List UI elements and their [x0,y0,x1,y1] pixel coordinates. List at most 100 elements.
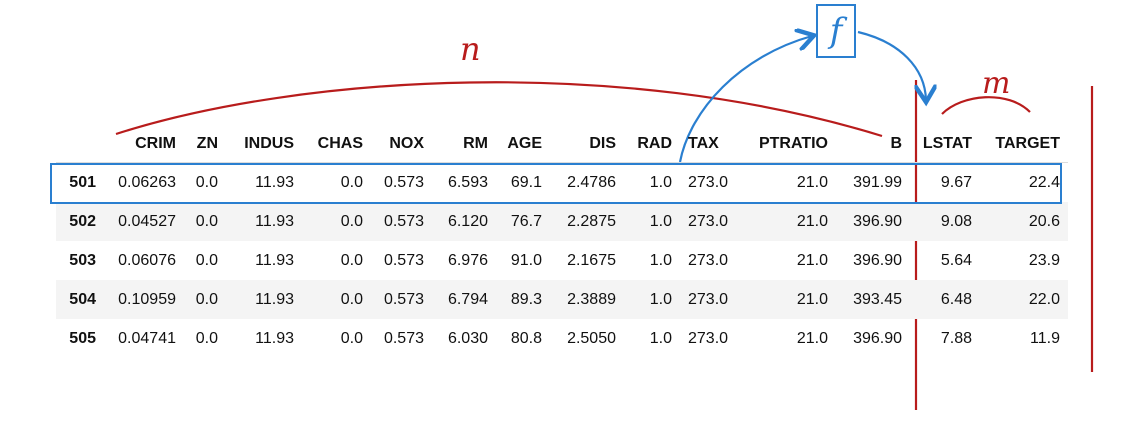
table-row: 505 0.04741 0.0 11.93 0.0 0.573 6.030 80.8 2.505… [56,319,1068,358]
table-cell: 11.9 [1030,329,1060,347]
column-header: NOX [389,135,424,152]
row-index: 504 [69,290,96,308]
f-function-box: f [816,4,856,58]
column-header: INDUS [244,135,294,152]
column-header: CRIM [135,135,176,152]
column-header: DIS [589,135,616,152]
table-cell: 5.64 [940,251,972,269]
table-cell: 2.5050 [567,329,616,347]
table-cell: 0.0 [340,251,363,269]
table-cell: 11.93 [255,251,294,269]
table-cell: 0.06263 [118,173,176,191]
table-cell: 0.0 [195,212,218,230]
table-cell: 0.0 [195,251,218,269]
table-cell: 1.0 [649,290,672,308]
table-cell: 6.030 [447,329,488,347]
table-cell: 76.7 [510,212,542,230]
column-header: TAX [688,135,719,152]
table-cell: 91.0 [510,251,542,269]
table-cell: 273.0 [688,212,729,230]
column-header: RM [463,135,488,152]
table-cell: 9.08 [940,212,972,230]
output-arrow [857,30,926,100]
table-header-row: CRIM ZN INDUS CHAS NOX RM AGE DIS RAD TAX PTRATIO B… [56,126,1068,163]
table-cell: 20.6 [1028,212,1060,230]
table-cell: 396.90 [853,329,902,347]
table-cell: 22.0 [1028,290,1060,308]
table-cell: 0.0 [340,212,363,230]
table-cell: 21.0 [796,290,828,308]
table-cell: 6.48 [940,290,972,308]
table-cell: 1.0 [649,251,672,269]
row-index: 505 [69,329,96,347]
table-cell: 0.10959 [118,290,176,308]
column-header: ZN [196,135,218,152]
column-header: B [890,135,902,152]
column-header: CHAS [317,135,363,152]
table-cell: 391.99 [853,173,902,191]
column-header: LSTAT [922,135,972,152]
table-cell: 273.0 [688,290,729,308]
table-cell: 0.573 [383,212,424,230]
table-cell: 7.88 [940,329,972,347]
row-index: 501 [69,173,96,191]
table-cell: 11.93 [255,212,294,230]
table-cell: 0.573 [383,329,424,347]
table-cell: 2.2875 [567,212,616,230]
table-cell: 6.976 [447,251,488,269]
table-cell: 6.120 [447,212,488,230]
column-header: AGE [507,135,542,152]
row-selection-box [50,163,1062,204]
table-cell: 2.4786 [567,173,616,191]
table-cell: 11.93 [255,173,294,191]
column-header: RAD [637,135,672,152]
table-cell: 0.04527 [118,212,176,230]
table-cell: 21.0 [796,329,828,347]
table-cell: 69.1 [510,173,542,191]
table-cell: 273.0 [688,173,729,191]
table-cell: 393.45 [853,290,902,308]
table-cell: 396.90 [853,251,902,269]
m-label: m [982,66,1011,101]
table-cell: 0.0 [195,173,218,191]
table-cell: 11.93 [255,329,294,347]
table-cell: 0.06076 [118,251,176,269]
table-cell: 22.4 [1028,173,1060,191]
row-index: 502 [69,212,96,230]
table-cell: 21.0 [796,173,828,191]
table-cell: 0.0 [195,290,218,308]
column-header [56,126,96,162]
table-cell: 2.1675 [567,251,616,269]
n-label: n [460,30,481,68]
data-table: CRIM ZN INDUS CHAS NOX RM AGE DIS RAD TAX PTRATIO B… [56,126,1068,358]
table-cell: 2.3889 [567,290,616,308]
table-cell: 273.0 [688,329,729,347]
table-cell: 0.573 [383,173,424,191]
table-row: 501 0.06263 0.0 11.93 0.0 0.573 6.593 69.1 2.478… [56,163,1068,202]
column-header: PTRATIO [758,135,828,152]
table-cell: 0.0 [340,173,363,191]
row-index: 503 [69,251,96,269]
table-row: 504 0.10959 0.0 11.93 0.0 0.573 6.794 89.3 2.388… [56,280,1068,319]
table-cell: 0.04741 [118,329,176,347]
table-cell: 1.0 [649,329,672,347]
table-cell: 0.573 [383,251,424,269]
table-cell: 89.3 [510,290,542,308]
table-cell: 0.0 [340,329,363,347]
table-cell: 9.67 [940,173,972,191]
table-cell: 6.593 [447,173,488,191]
table-cell: 0.0 [340,290,363,308]
table-cell: 0.573 [383,290,424,308]
table-row: 503 0.06076 0.0 11.93 0.0 0.573 6.976 91.0 2.167… [56,241,1068,280]
table-cell: 21.0 [796,212,828,230]
table-cell: 1.0 [649,173,672,191]
table-cell: 21.0 [796,251,828,269]
table-cell: 80.8 [510,329,542,347]
table-cell: 6.794 [447,290,488,308]
table-row: 502 0.04527 0.0 11.93 0.0 0.573 6.120 76.7 2.287… [56,202,1068,241]
table-cell: 23.9 [1028,251,1060,269]
table-cell: 1.0 [649,212,672,230]
table-cell: 273.0 [688,251,729,269]
column-header: TARGET [995,135,1060,152]
table-cell: 396.90 [853,212,902,230]
